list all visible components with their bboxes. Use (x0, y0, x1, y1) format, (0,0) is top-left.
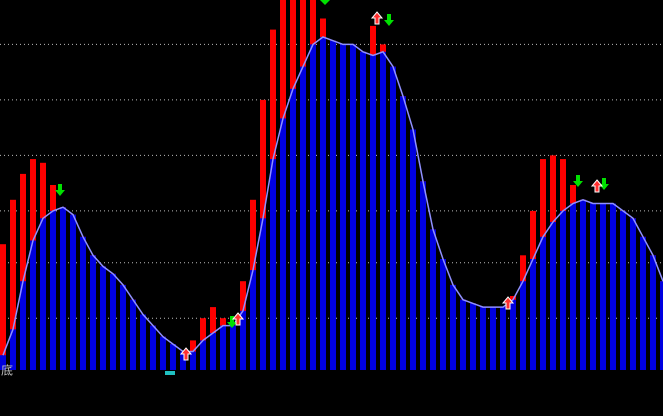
bar (600, 203, 606, 370)
bar (560, 210, 566, 370)
bar (530, 259, 536, 370)
bar (250, 270, 256, 370)
bar (380, 51, 386, 371)
bar (200, 340, 206, 370)
bar (220, 325, 226, 370)
bar (430, 229, 436, 370)
bar (660, 281, 663, 370)
bar (190, 351, 196, 370)
bar (270, 159, 276, 370)
bar (60, 207, 66, 370)
bar (550, 222, 556, 370)
bar (480, 307, 486, 370)
down-arrow (599, 178, 609, 190)
bar (40, 218, 46, 370)
bar (520, 281, 526, 370)
bar (20, 281, 26, 370)
bar (360, 51, 366, 371)
bar (240, 310, 246, 370)
bar (20, 173, 26, 370)
note-label: 底 (1, 363, 13, 378)
bar (610, 203, 616, 370)
bar (410, 129, 416, 370)
up-arrow (179, 347, 193, 361)
bar (290, 88, 296, 371)
bar (540, 236, 546, 370)
bar (570, 203, 576, 370)
bar (440, 259, 446, 370)
bar (210, 333, 216, 370)
bar (120, 284, 126, 370)
bar (0, 244, 6, 370)
bar (310, 44, 316, 371)
bar (70, 214, 76, 370)
bar (50, 210, 56, 370)
down-arrow (573, 175, 583, 187)
bar (180, 351, 186, 370)
bar (10, 199, 16, 370)
bars (0, 0, 663, 371)
bar (400, 96, 406, 370)
bar (0, 355, 6, 370)
bar (450, 284, 456, 370)
bar (300, 66, 306, 370)
down-arrows (55, 0, 609, 328)
bar (130, 299, 136, 370)
signal-arrows (55, 0, 609, 361)
up-arrow (231, 312, 245, 326)
up-arrow (501, 296, 515, 310)
down-arrow (320, 0, 330, 5)
bar (10, 329, 16, 370)
bar (280, 118, 286, 371)
bar (420, 181, 426, 370)
down-arrow (384, 14, 394, 26)
bar (160, 336, 166, 370)
bar (100, 266, 106, 370)
bar (30, 240, 36, 370)
up-arrows (179, 11, 604, 361)
bar (90, 255, 96, 370)
bar (230, 325, 236, 370)
bar (500, 307, 506, 370)
down-arrow (55, 184, 65, 196)
bar (110, 273, 116, 370)
bar (320, 37, 326, 370)
bar (490, 307, 496, 370)
up-arrow (590, 179, 604, 193)
bar (470, 303, 476, 370)
down-arrow (227, 316, 237, 328)
bar (620, 210, 626, 370)
bar (80, 236, 86, 370)
marker (165, 371, 175, 375)
bar (370, 55, 376, 370)
bar (390, 66, 396, 370)
bar (510, 299, 516, 370)
bar (170, 344, 176, 370)
bar (580, 199, 586, 370)
bar (630, 218, 636, 370)
up-arrow (370, 11, 384, 25)
bar (460, 299, 466, 370)
bar (650, 255, 656, 370)
bar (640, 236, 646, 370)
bar (150, 325, 156, 370)
bar (340, 44, 346, 371)
trend-line (2, 36, 663, 356)
bar (260, 218, 266, 370)
bar (140, 314, 146, 370)
bar (590, 203, 596, 370)
bar (350, 44, 356, 371)
bar (330, 40, 336, 370)
